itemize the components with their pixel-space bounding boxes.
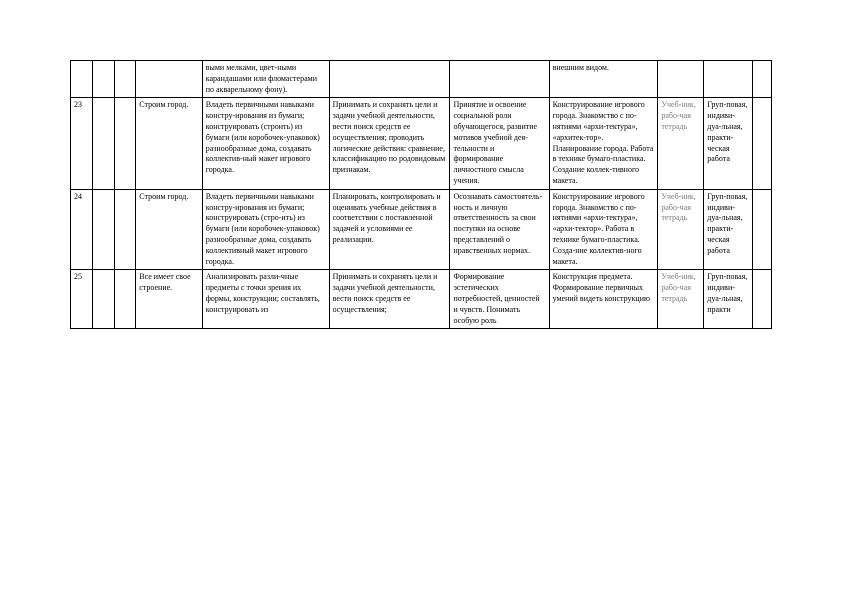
cell-col4: Владеть первичными навыками констру-иров… <box>202 189 329 270</box>
cell-col7: Конструирование игрового города. Знакомс… <box>549 189 658 270</box>
cell-col8: Учеб-ник, рабо-чая тетрадь <box>658 189 704 270</box>
cell-col9: Груп-повая, индиви-дуа-льная, практи-чес… <box>704 98 752 189</box>
cell-a <box>92 189 114 270</box>
table-row: 23 Строим город.Владеть первичными навыка… <box>71 98 772 189</box>
curriculum-table: выми мелками, цвет-ными карандашами или … <box>70 60 772 329</box>
cell-col5: Принимать и сохранять цели и задачи учеб… <box>329 98 450 189</box>
cell-topic <box>136 61 202 98</box>
table-row: 24 Строим город.Владеть первичными навыка… <box>71 189 772 270</box>
cell-col10 <box>752 98 771 189</box>
cell-n: 25 <box>71 270 93 329</box>
cell-col4: Анализировать разли-чные предметы с точк… <box>202 270 329 329</box>
cell-col10 <box>752 270 771 329</box>
table-row: 25 Все имеет свое строение.Анализировать … <box>71 270 772 329</box>
cell-col10 <box>752 189 771 270</box>
cell-b <box>114 270 136 329</box>
cell-b <box>114 61 136 98</box>
cell-col9: Груп-повая, индиви-дуа-льная, практи <box>704 270 752 329</box>
cell-col6: Осознавать самостоятель-ность и личную о… <box>450 189 549 270</box>
cell-col8: Учеб-ник, рабо-чая тетрадь <box>658 98 704 189</box>
cell-col9: Груп-повая, индиви-дуа-льная, практи-чес… <box>704 189 752 270</box>
cell-a <box>92 98 114 189</box>
cell-col6 <box>450 61 549 98</box>
cell-col4: выми мелками, цвет-ными карандашами или … <box>202 61 329 98</box>
cell-col9 <box>704 61 752 98</box>
cell-n <box>71 61 93 98</box>
cell-col8 <box>658 61 704 98</box>
cell-b <box>114 98 136 189</box>
cell-col5 <box>329 61 450 98</box>
cell-col6: Формирование эстетических потребностей, … <box>450 270 549 329</box>
cell-col7: Конструкция предмета. Формирование перви… <box>549 270 658 329</box>
cell-n: 24 <box>71 189 93 270</box>
cell-col6: Принятие и освоение социальной роли обуч… <box>450 98 549 189</box>
cell-a <box>92 61 114 98</box>
cell-col7: внешним видом. <box>549 61 658 98</box>
cell-a <box>92 270 114 329</box>
cell-topic: Строим город. <box>136 98 202 189</box>
cell-col7: Конструирование игрового города. Знакомс… <box>549 98 658 189</box>
cell-col8: Учеб-ник, рабо-чая тетрадь <box>658 270 704 329</box>
cell-col4: Владеть первичными навыками констру-иров… <box>202 98 329 189</box>
cell-col10 <box>752 61 771 98</box>
cell-col5: Планировать, контролировать и оценивать … <box>329 189 450 270</box>
cell-col5: Принимать и сохранять цели и задачи учеб… <box>329 270 450 329</box>
cell-b <box>114 189 136 270</box>
cell-n: 23 <box>71 98 93 189</box>
table-row: выми мелками, цвет-ными карандашами или … <box>71 61 772 98</box>
cell-topic: Строим город. <box>136 189 202 270</box>
cell-topic: Все имеет свое строение. <box>136 270 202 329</box>
